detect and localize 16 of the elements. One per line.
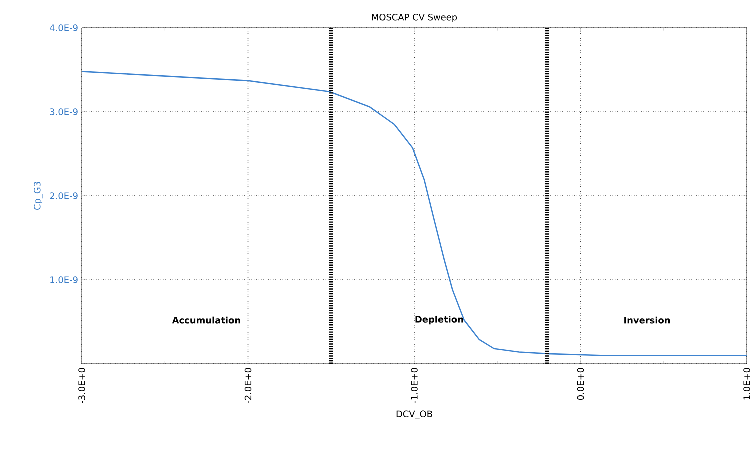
x-tick-label: -3.0E+0 [78,368,86,404]
y-tick-label: 2.0E-9 [50,192,78,200]
annotation: Accumulation [172,316,240,324]
line-series [82,71,748,356]
x-axis-title: DCV_OB [396,410,432,420]
y-tick-label: 1.0E-9 [50,276,78,284]
annotation: Inversion [624,316,670,324]
x-tick-label: -2.0E+0 [244,368,252,404]
chart-title: MOSCAP CV Sweep [372,14,458,22]
x-tick-label: 1.0E+0 [744,368,750,400]
y-tick-label: 3.0E-9 [50,108,78,116]
y-tick-label: 4.0E-9 [50,24,78,32]
annotation: Depletion [416,316,464,325]
x-tick-label: -1.0E+0 [411,368,418,404]
x-tick-label: 0.0E+0 [577,368,584,400]
y-axis-title: Cp_G3 [34,182,43,210]
